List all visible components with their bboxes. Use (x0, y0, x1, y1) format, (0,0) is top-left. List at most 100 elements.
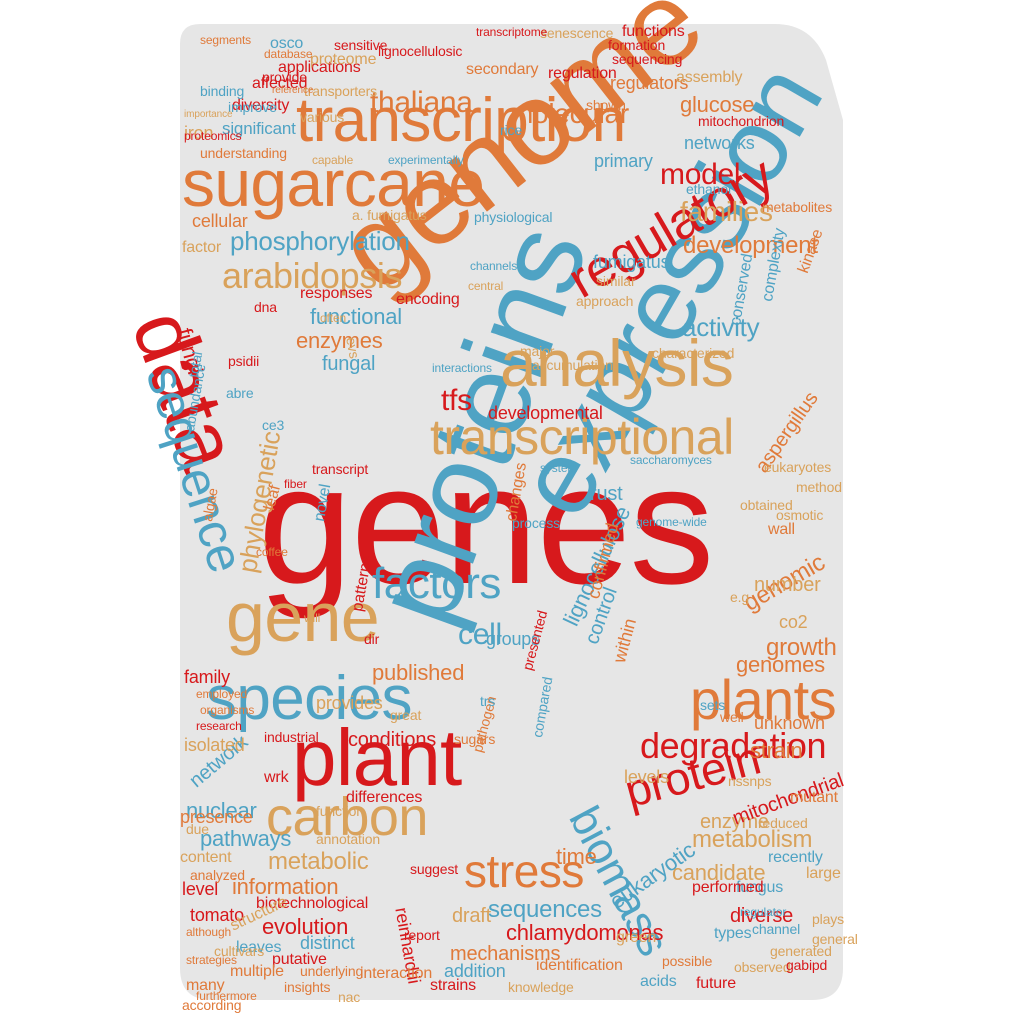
word: although (186, 925, 232, 939)
word: wrk (264, 769, 289, 786)
word: proteomics (184, 129, 242, 143)
word: due (186, 821, 209, 837)
word: nssnps (728, 773, 772, 789)
word: large (806, 865, 841, 882)
word: affected (252, 75, 308, 92)
word: knowledge (508, 979, 574, 995)
word: channels (470, 259, 518, 273)
word: ce3 (262, 417, 285, 433)
word: trs (480, 693, 496, 709)
word: metabolic (268, 848, 369, 875)
word: strains (430, 977, 477, 994)
word: differences (346, 789, 423, 806)
word: recently (768, 849, 823, 866)
word: insights (284, 979, 331, 995)
word: factors (372, 559, 501, 608)
word: mutant (790, 789, 838, 806)
word: functional (310, 304, 402, 329)
word: nac (338, 989, 361, 1005)
word: mechanisms (450, 943, 561, 965)
word: similar (596, 273, 636, 289)
word: number (754, 574, 821, 596)
word: phosphorylation (230, 226, 410, 256)
word: identification (536, 957, 623, 974)
word: transporters (304, 83, 378, 99)
word: suggest (410, 861, 459, 877)
word: research (196, 719, 242, 733)
word: eukaryotes (764, 459, 832, 475)
word: fungal (322, 353, 376, 375)
word: system (540, 461, 578, 475)
word: co2 (779, 612, 808, 632)
word: genome-wide (636, 515, 707, 529)
word: primary (594, 151, 653, 171)
word: significant (222, 119, 296, 138)
word: observed (734, 959, 791, 975)
word: analysis (500, 326, 734, 400)
word: generated (770, 943, 832, 959)
word: rust (590, 483, 623, 505)
word: interaction (360, 965, 433, 982)
word: cell (458, 618, 502, 651)
word: sequencing (612, 51, 683, 67)
word: families (680, 196, 773, 227)
word: published (372, 660, 465, 685)
word: saccharomyces (630, 453, 712, 467)
word: levels (624, 767, 669, 787)
word: cellular (192, 211, 248, 231)
word: accumulation (532, 357, 613, 373)
word: provide (262, 69, 307, 85)
word: leaves (236, 939, 282, 956)
word: molecular (510, 98, 629, 129)
word: development (683, 232, 818, 259)
word: presence (180, 807, 253, 827)
word: growth (766, 634, 837, 661)
word: rice (500, 122, 522, 138)
word: improve (228, 99, 277, 115)
word: arabidopsis (222, 255, 403, 296)
word: activity (682, 312, 760, 342)
word: iron (184, 123, 214, 143)
word: often (320, 311, 347, 325)
word: function (316, 803, 364, 819)
word: species (206, 664, 413, 733)
word: groups (486, 629, 540, 649)
word: shown (586, 97, 626, 113)
word: functions (622, 23, 685, 40)
word: organisms (200, 703, 255, 717)
word: major (520, 343, 555, 359)
word: networks (684, 133, 755, 153)
word: thaliana (370, 86, 473, 119)
word: central (468, 279, 504, 293)
word: family (184, 667, 230, 687)
word: segments (200, 33, 252, 47)
word: information (232, 874, 339, 899)
word: proteome (310, 51, 377, 68)
word: abre (226, 385, 254, 401)
word: model (660, 158, 741, 191)
word: cultivars (214, 943, 265, 959)
word: encoding (396, 291, 460, 308)
word: green (616, 929, 657, 946)
word: genes (258, 430, 714, 620)
word: industrial (264, 729, 319, 745)
word: plants (690, 668, 837, 731)
word: addition (444, 961, 506, 981)
word: provides (316, 693, 383, 713)
word: evs (343, 335, 363, 360)
word: a. fumigatus (352, 207, 427, 223)
word: transcriptional (430, 409, 734, 465)
word: lignocellulosic (378, 43, 463, 59)
word: senescence (540, 25, 614, 41)
word: sugarcane (182, 146, 485, 220)
word: glucose (680, 92, 755, 117)
word: regulator (740, 905, 787, 919)
word: evolution (262, 914, 349, 939)
word: report (404, 927, 440, 943)
word: sensitive (334, 37, 388, 53)
word: possible (662, 953, 713, 969)
word: fungus (736, 879, 784, 896)
word: degradation (640, 725, 827, 766)
